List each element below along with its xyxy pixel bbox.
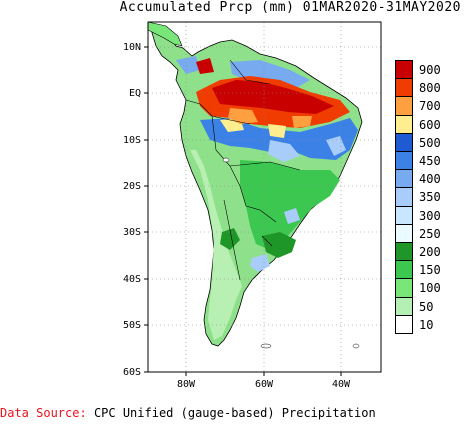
legend-swatch [395,114,413,134]
lat-labels: 10N EQ 10S 20S 30S 40S 50S 60S [123,42,141,378]
legend-swatch [395,132,413,152]
data-source-label: Data Source: [0,406,87,420]
map-title: Accumulated Prcp (mm) 01MAR2020-31MAY202… [119,0,461,15]
legend-swatch [395,60,413,80]
legend-label: 600 [419,117,441,132]
legend-swatch [395,169,413,189]
light-blue-patches [250,136,346,272]
amazon-lightorange [228,108,312,128]
dry-region [190,150,242,340]
legend-label: 800 [419,81,441,96]
lat-label: 40S [123,274,141,285]
legend-swatch [395,296,413,316]
legend-label: 500 [419,135,441,150]
data-source: Data Source: CPC Unified (gauge-based) P… [0,406,376,420]
legend-swatch [395,151,413,171]
legend-swatch [395,223,413,243]
legend-label: 900 [419,63,441,77]
amazon-yellow [220,118,286,138]
lat-label: EQ [129,88,141,99]
central-america [147,21,183,47]
legend-label: 250 [419,226,441,241]
tick-marks [144,46,342,376]
legend-label: 50 [419,299,434,314]
lon-label: 40W [332,379,351,390]
legend-label: 700 [419,99,441,114]
wet-southeast [240,160,340,250]
lon-labels: 80W 60W 40W [177,379,351,390]
legend-swatch [395,260,413,280]
legend-swatch [395,96,413,116]
lat-label: 10N [123,42,141,53]
lat-label: 60S [123,367,141,378]
legend-label: 200 [419,245,441,259]
lat-label: 10S [123,135,141,146]
legend-swatch [395,314,413,334]
legend-label: 150 [419,263,441,278]
lat-label: 30S [123,227,141,238]
lon-label: 60W [255,379,274,390]
data-source-text: CPC Unified (gauge-based) Precipitation [93,406,376,420]
legend-label: 450 [419,154,441,168]
legend-swatch [395,187,413,207]
lon-label: 80W [177,379,196,390]
legend-label: 100 [419,281,441,296]
legend-swatch [395,205,413,225]
lat-label: 20S [123,181,141,192]
legend-label: 300 [419,208,441,223]
grid-lines [148,22,381,372]
legend-label: 10 [419,317,434,332]
country-borders [185,59,301,281]
lakes [222,157,360,349]
legend-label: 350 [419,190,441,205]
legend-swatch [395,278,413,298]
amazon-red [196,58,334,114]
lat-label: 50S [123,320,141,331]
darkgreen-patches [220,228,296,258]
legend-swatch [395,242,413,262]
legend-label: 400 [419,172,441,187]
legend-swatch [395,78,413,98]
